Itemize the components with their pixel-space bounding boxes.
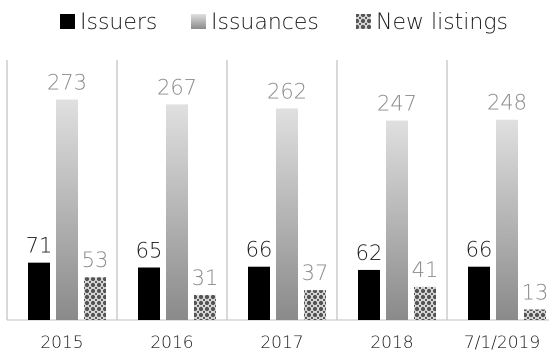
bar-new-listings xyxy=(524,309,546,320)
legend-swatch-issuances xyxy=(191,14,206,29)
bar-issuers xyxy=(248,266,270,320)
legend-swatch-new-listings xyxy=(356,14,371,29)
x-tick-label: 7/1/2019 xyxy=(464,333,540,353)
bar-issuances xyxy=(386,120,408,320)
bar-issuers xyxy=(358,269,380,320)
bar-issuers xyxy=(468,266,490,320)
x-tick-label: 2018 xyxy=(370,333,413,353)
data-label-issuers: 65 xyxy=(136,239,163,263)
data-label-issuers: 62 xyxy=(356,241,383,265)
bar-issuers xyxy=(28,262,50,320)
data-label-issuances: 273 xyxy=(47,71,87,95)
legend-swatch-issuers xyxy=(60,14,75,29)
legend-label-new-listings: New listings xyxy=(376,10,508,35)
bar-issuances xyxy=(56,99,78,321)
data-label-new-listings: 13 xyxy=(522,281,549,305)
data-label-issuances: 267 xyxy=(157,75,197,99)
x-tick-label: 2017 xyxy=(260,333,303,353)
data-label-issuers: 66 xyxy=(246,238,273,262)
legend-label-issuances: Issuances xyxy=(211,10,319,35)
bar-issuances xyxy=(276,108,298,320)
bar-new-listings xyxy=(194,294,216,320)
bar-issuers xyxy=(138,267,160,320)
data-label-issuances: 248 xyxy=(487,91,527,115)
data-label-new-listings: 31 xyxy=(192,266,219,290)
data-label-issuers: 71 xyxy=(26,234,53,258)
bar-new-listings xyxy=(304,290,326,320)
data-label-issuances: 262 xyxy=(267,79,307,103)
x-tick-label: 2016 xyxy=(150,333,193,353)
data-label-new-listings: 37 xyxy=(302,261,329,285)
data-label-issuers: 66 xyxy=(466,238,493,262)
data-label-issuances: 247 xyxy=(377,92,417,116)
bar-issuances xyxy=(166,104,188,321)
bar-issuances xyxy=(496,119,518,321)
plot-area: 71 273 53 2015 65 267 31 2016 66 262 37 2017 62 247 41… xyxy=(6,60,549,353)
legend-label-issuers: Issuers xyxy=(80,10,157,35)
legend: Issuers Issuances New listings xyxy=(60,10,508,35)
bar-new-listings xyxy=(84,277,106,320)
x-tick-label: 2015 xyxy=(40,333,83,353)
bar-new-listings xyxy=(414,286,436,320)
data-label-new-listings: 53 xyxy=(82,248,109,272)
data-label-new-listings: 41 xyxy=(412,258,439,282)
